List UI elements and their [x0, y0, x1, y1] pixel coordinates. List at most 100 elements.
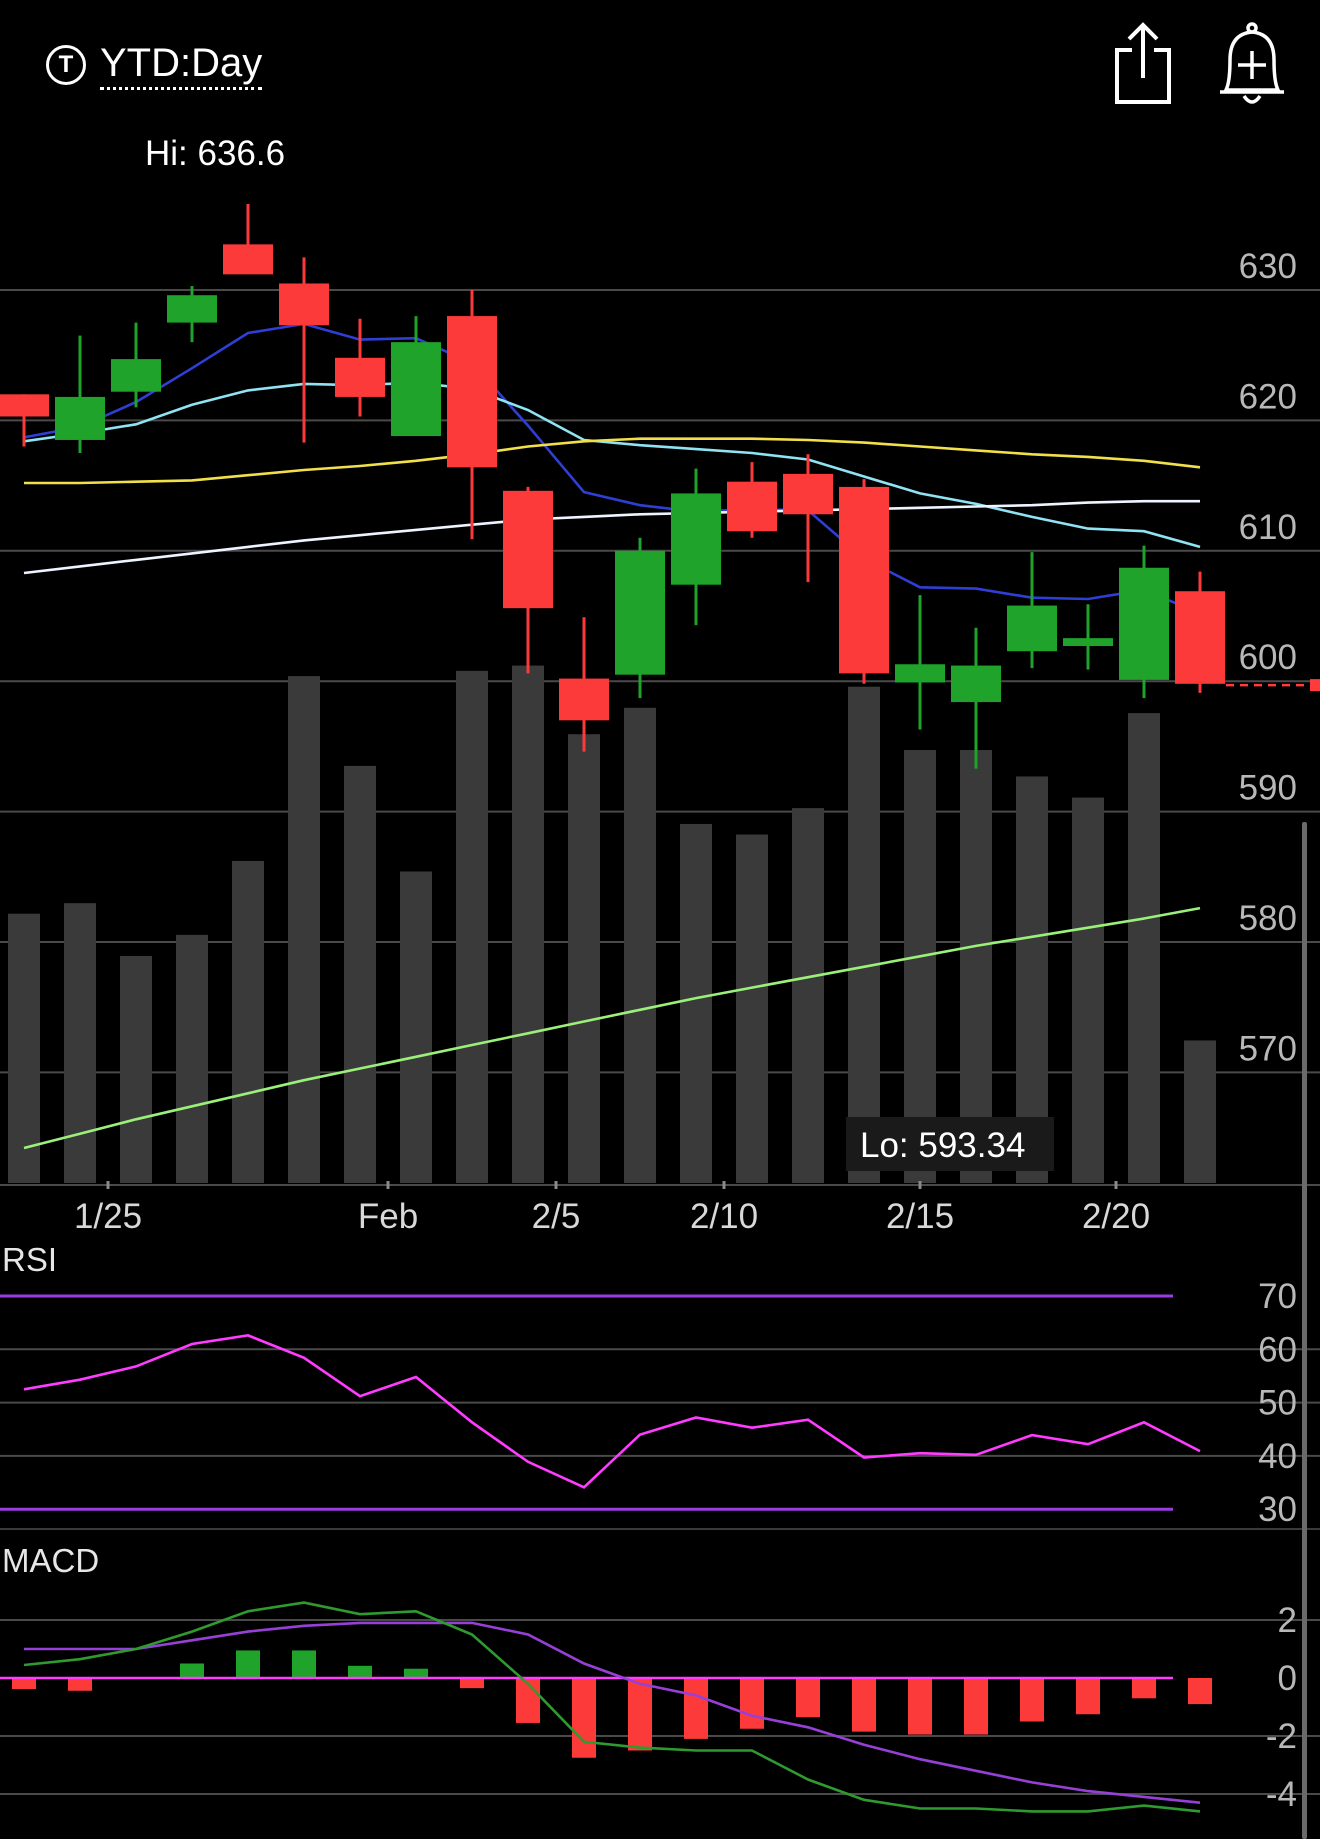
macd-histogram-bar — [292, 1650, 316, 1678]
macd-histogram-bar — [12, 1678, 36, 1690]
volume-bar — [120, 955, 152, 1183]
share-button[interactable] — [1112, 20, 1174, 106]
macd-title: MACD — [2, 1542, 99, 1579]
volume-bar — [1072, 797, 1104, 1183]
high-low-labels: Hi: 636.6 Lo: 593.34 — [145, 134, 1054, 1171]
macd-panel: MACD 2 0 -2 -4 — [0, 1542, 1320, 1814]
macd-histogram-bar — [460, 1678, 484, 1689]
price-tick-label: 630 — [1239, 247, 1297, 286]
macd-histogram-bar — [740, 1678, 764, 1729]
macd-tick-label: -4 — [1266, 1775, 1297, 1814]
rsi-line — [23, 1334, 1201, 1489]
candle-down — [279, 283, 329, 326]
rsi-tick-label: 60 — [1258, 1330, 1297, 1369]
macd-histogram-bar — [1020, 1678, 1044, 1722]
price-tick-label: 590 — [1239, 769, 1297, 808]
volume-bar — [232, 860, 264, 1183]
volume-bar — [960, 750, 992, 1183]
candle-down — [559, 678, 609, 721]
candle-up — [951, 665, 1001, 703]
macd-histogram-bar — [852, 1678, 876, 1732]
macd-line — [23, 1601, 1201, 1813]
candle-down — [335, 357, 385, 397]
candle-up — [55, 396, 105, 440]
sma_5-line — [23, 322, 1201, 615]
volume-bar — [344, 765, 376, 1183]
vertical-scrollbar[interactable] — [1302, 822, 1307, 1839]
rsi-title: RSI — [2, 1241, 57, 1278]
volume-bar — [64, 903, 96, 1183]
low-label-background — [846, 1117, 1054, 1171]
candle-up — [671, 493, 721, 585]
macd-histogram-bar — [1076, 1678, 1100, 1715]
rsi-tick-label: 40 — [1258, 1437, 1297, 1476]
date-tick-label: 1/25 — [74, 1197, 142, 1236]
macd-histogram-bar — [628, 1678, 652, 1751]
sma_10-line — [23, 381, 1201, 549]
macd-histogram-bar — [68, 1678, 92, 1691]
candle-up — [391, 342, 441, 437]
volume-bar — [1128, 713, 1160, 1183]
macd-histogram-bar — [964, 1678, 988, 1735]
add-alert-button[interactable] — [1216, 20, 1288, 108]
price-tick-label: 610 — [1239, 508, 1297, 547]
macd-histogram-bar — [684, 1678, 708, 1739]
macd-histogram-bar — [572, 1678, 596, 1758]
date-tick-label: 2/5 — [532, 1197, 581, 1236]
volume-bar — [512, 665, 544, 1183]
moving-average-lines — [23, 322, 1201, 1150]
date-axis: 1/25 Feb 2/5 2/10 2/15 2/20 — [74, 1181, 1150, 1236]
candle-up — [615, 550, 665, 675]
volume-bar — [400, 871, 432, 1183]
candle-down — [447, 316, 497, 468]
macd-histogram-bar — [348, 1665, 372, 1678]
date-tick-label: 2/10 — [690, 1197, 758, 1236]
volume-bar — [848, 686, 880, 1183]
top-bar: T YTD:Day — [0, 0, 1320, 130]
volume-bar — [624, 707, 656, 1183]
volume-bar — [792, 808, 824, 1183]
volume-bar — [176, 934, 208, 1183]
price-tick-label: 580 — [1239, 899, 1297, 938]
candle-down — [1175, 591, 1225, 684]
candle-down — [783, 473, 833, 515]
macd-histogram-bar — [796, 1678, 820, 1718]
range-label: YTD:Day — [100, 41, 263, 90]
volume-bar — [736, 834, 768, 1183]
low-label: Lo: 593.34 — [860, 1126, 1025, 1165]
range-selector[interactable]: T YTD:Day — [46, 40, 263, 90]
date-tick-label: 2/20 — [1082, 1197, 1150, 1236]
macd-tick-label: 2 — [1278, 1601, 1297, 1640]
macd-histogram-bar — [1132, 1678, 1156, 1699]
candle-up — [895, 664, 945, 683]
macd-histogram-bar — [180, 1663, 204, 1678]
rsi-tick-label: 30 — [1258, 1490, 1297, 1529]
volume-bar — [568, 734, 600, 1183]
candle-down — [727, 481, 777, 532]
sma_50-line — [23, 499, 1200, 575]
add-alert-bell-icon — [1220, 22, 1284, 104]
volume-bar — [456, 670, 488, 1183]
volume-bar — [1016, 776, 1048, 1183]
candle-down — [223, 244, 273, 275]
candle-down — [503, 490, 553, 609]
candle-down — [839, 486, 889, 674]
candle-up — [1119, 567, 1169, 680]
volume-bars — [8, 665, 1216, 1183]
date-tick-label: 2/15 — [886, 1197, 954, 1236]
price-axis: 630 620 610 600 590 580 570 — [1239, 247, 1297, 1068]
share-icon — [1115, 22, 1171, 104]
volume-bar — [8, 913, 40, 1183]
macd-tick-label: 0 — [1278, 1659, 1297, 1698]
rsi-tick-label: 50 — [1258, 1384, 1297, 1423]
rsi-tick-label: 70 — [1258, 1277, 1297, 1316]
price-tick-label: 620 — [1239, 377, 1297, 416]
macd-histogram-bar — [908, 1678, 932, 1735]
rsi-panel: RSI 70 60 50 40 30 — [0, 1241, 1320, 1530]
candle-up — [111, 359, 161, 392]
price-tick-label: 570 — [1239, 1029, 1297, 1068]
macd-tick-label: -2 — [1266, 1717, 1297, 1756]
candlesticks — [0, 203, 1320, 769]
volume-bar — [1184, 1040, 1216, 1183]
